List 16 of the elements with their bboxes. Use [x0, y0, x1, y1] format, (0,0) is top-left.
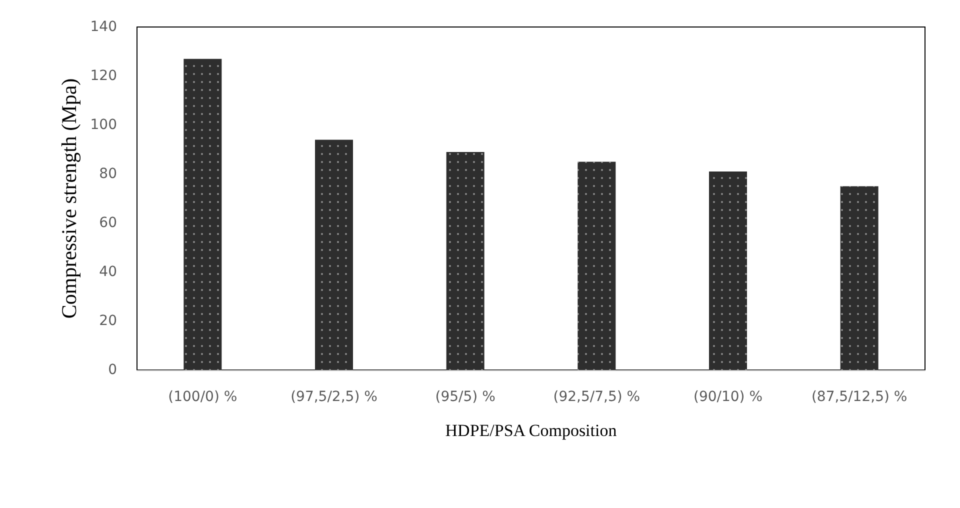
x-tick-label: (100/0) % — [168, 389, 238, 405]
x-tick-label: (87,5/12,5) % — [811, 389, 908, 405]
y-tick-label: 0 — [108, 362, 117, 378]
y-tick-label: 140 — [90, 19, 117, 35]
y-tick-label: 120 — [90, 68, 117, 84]
y-tick-label: 80 — [99, 166, 117, 182]
y-tick-label: 100 — [90, 117, 117, 133]
y-tick-label: 20 — [99, 313, 117, 329]
x-axis-title: HDPE/PSA Composition — [445, 421, 618, 440]
x-tick-label: (90/10) % — [693, 389, 763, 405]
x-tick-label: (97,5/2,5) % — [290, 389, 378, 405]
x-tick-label: (92,5/7,5) % — [553, 389, 640, 405]
y-tick-label: 60 — [99, 215, 117, 231]
y-tick-label: 40 — [99, 264, 117, 280]
x-tick-label: (95/5) % — [435, 389, 496, 405]
y-axis-title: Compressive strength (Mpa) — [56, 78, 81, 319]
